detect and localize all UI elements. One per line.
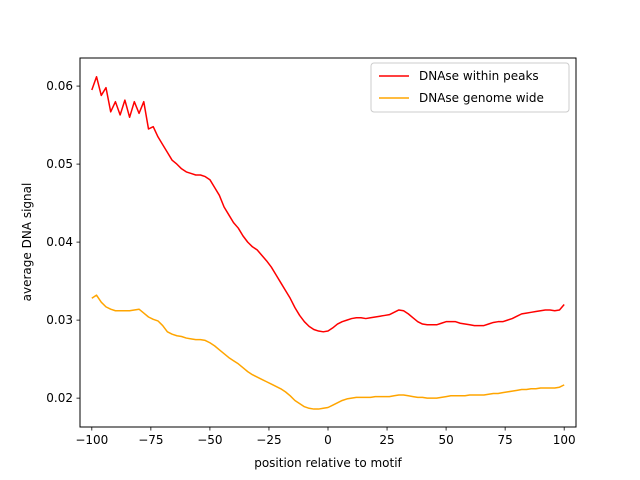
x-tick-label: 25 (379, 433, 394, 447)
y-tick-label: 0.05 (46, 157, 73, 171)
legend: DNAse within peaks DNAse genome wide (370, 62, 570, 113)
x-tick-label: 50 (438, 433, 453, 447)
x-axis-label: position relative to motif (254, 456, 402, 470)
y-tick-label: 0.03 (46, 313, 73, 327)
series-line-dnase-within-peaks (91, 75, 565, 333)
y-tick-label: 0.04 (46, 235, 73, 249)
y-axis-label: average DNA signal (20, 183, 34, 302)
series-layer (91, 75, 565, 410)
y-axis: 0.02 0.03 0.04 0.05 0.06 (46, 79, 80, 405)
x-tick-label: −100 (75, 433, 108, 447)
y-tick-label: 0.06 (46, 79, 73, 93)
x-tick-label: −50 (197, 433, 222, 447)
y-tick-label: 0.02 (46, 391, 73, 405)
x-tick-label: −75 (138, 433, 163, 447)
series-line-dnase-genome-wide (91, 294, 565, 410)
x-tick-label: −25 (256, 433, 281, 447)
x-tick-label: 100 (553, 433, 576, 447)
legend-label-dnase-genome-wide: DNAse genome wide (419, 91, 544, 105)
x-axis: −100 −75 −50 −25 0 25 50 75 100 (75, 427, 576, 447)
x-tick-label: 0 (324, 433, 332, 447)
legend-box (370, 62, 570, 113)
x-tick-label: 75 (498, 433, 513, 447)
legend-label-dnase-within-peaks: DNAse within peaks (419, 69, 539, 83)
